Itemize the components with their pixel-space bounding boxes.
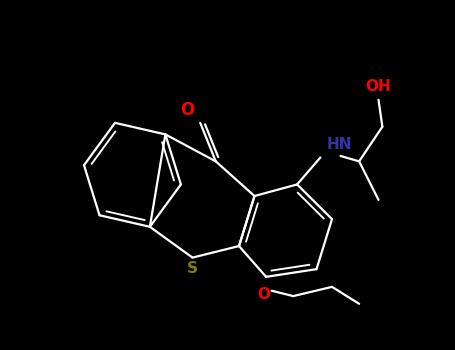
- Text: O: O: [180, 101, 194, 119]
- Text: O: O: [257, 287, 270, 302]
- Text: S: S: [187, 261, 198, 276]
- Text: HN: HN: [327, 137, 352, 152]
- Text: OH: OH: [366, 79, 391, 94]
